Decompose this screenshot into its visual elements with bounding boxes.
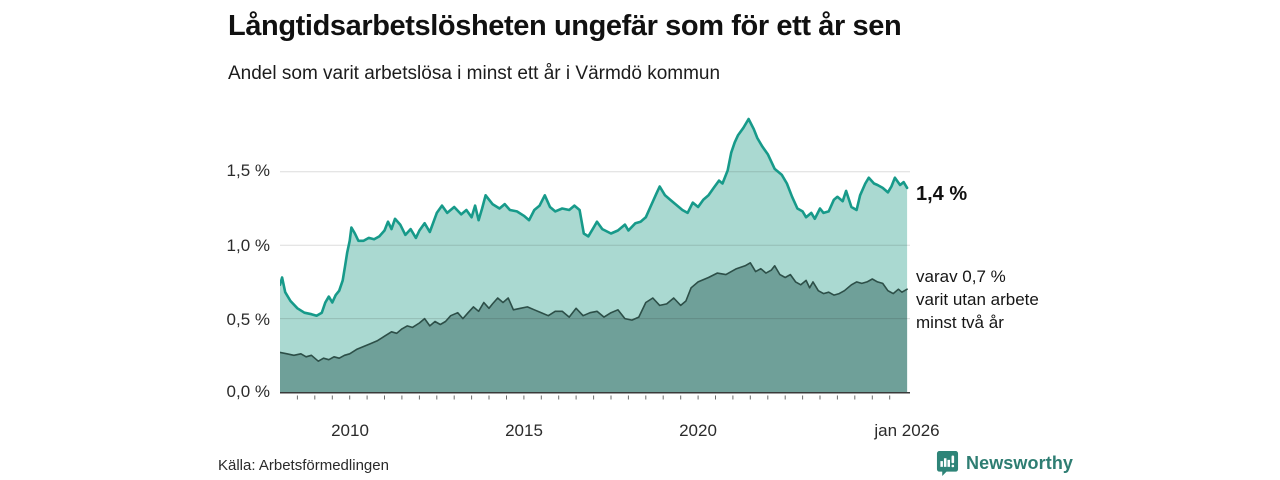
latest-value-label: 1,4 % [916,183,968,205]
source-attribution: Källa: Arbetsförmedlingen [218,457,389,474]
y-axis-tick-label: 1,0 % [226,236,270,255]
x-axis-tick-label: jan 2026 [874,421,940,440]
x-axis-tick-label: 2020 [679,421,717,440]
x-axis-tick-label: 2010 [331,421,369,440]
secondary-series-label-line: minst två år [916,313,1004,332]
secondary-series-label-line: varav 0,7 % [916,267,1006,286]
chart-subtitle: Andel som varit arbetslösa i minst ett å… [228,63,721,84]
secondary-series-label-line: varit utan arbete [916,290,1039,309]
page-title: Långtidsarbetslösheten ungefär som för e… [228,10,902,42]
y-axis-tick-label: 0,5 % [226,310,270,329]
newsworthy-bubble-chart-icon [936,451,959,476]
newsworthy-logo: Newsworthy [936,450,1073,477]
y-axis-tick-label: 0,0 % [226,382,270,401]
y-axis-tick-label: 1,5 % [226,161,270,180]
secondary-series-label: varav 0,7 % varit utan arbete minst två … [916,265,1039,334]
newsworthy-wordmark: Newsworthy [966,453,1074,473]
area-chart-plot [280,117,910,400]
x-axis-tick-label: 2015 [505,421,543,440]
